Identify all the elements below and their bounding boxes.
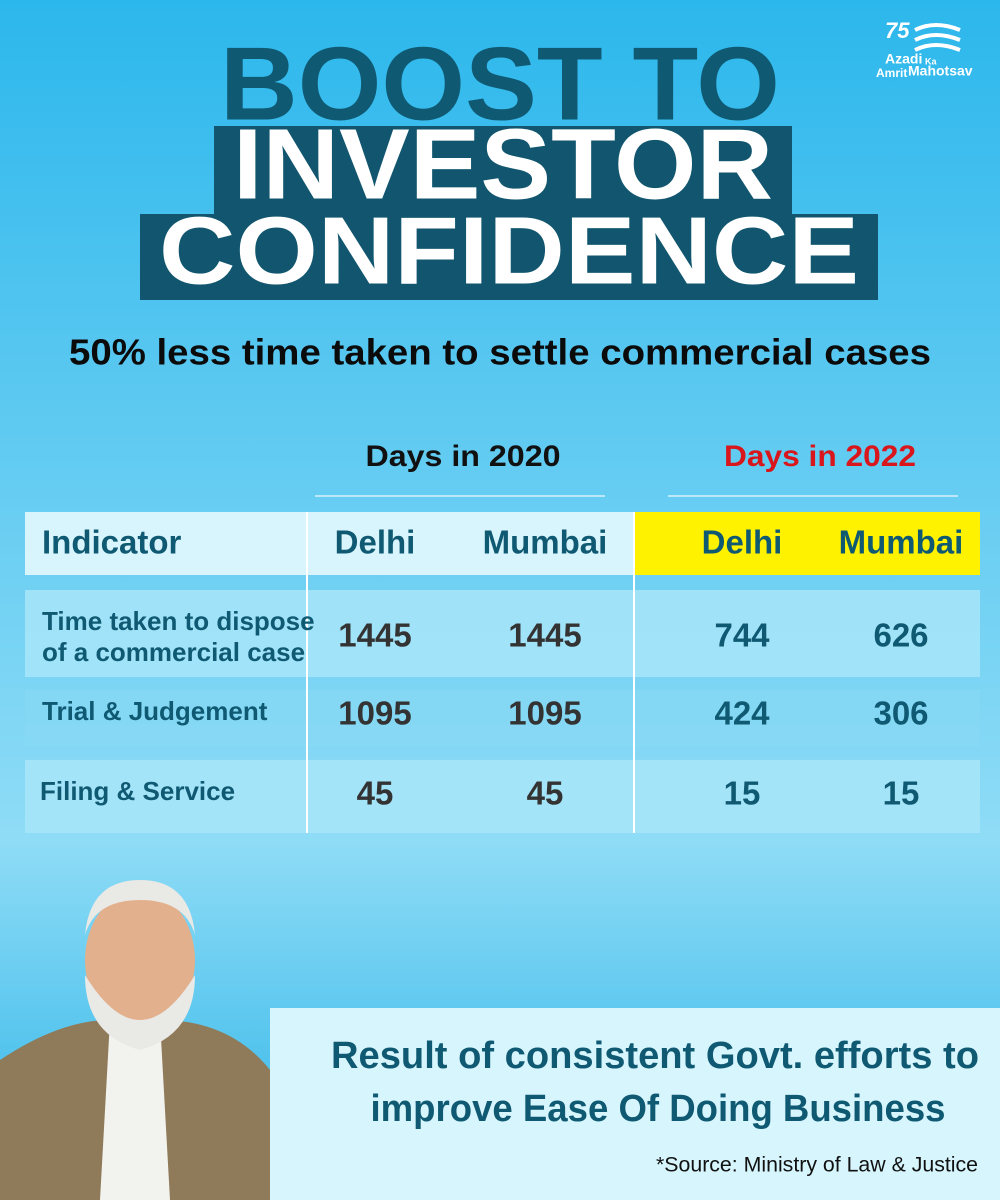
table-row bbox=[25, 690, 980, 746]
column-header: Mumbai bbox=[839, 524, 964, 561]
table: Indicator Delhi Mumbai Delhi Mumbai Time take… bbox=[40, 524, 963, 812]
cell-value: 1095 bbox=[338, 695, 411, 732]
cell-value: 744 bbox=[714, 617, 770, 654]
row-label: Time taken to dispose bbox=[42, 606, 315, 636]
column-header: Indicator bbox=[42, 524, 182, 561]
cell-value: 15 bbox=[724, 775, 761, 812]
cell-value: 424 bbox=[714, 695, 770, 732]
source-note: *Source: Ministry of Law & Justice bbox=[656, 1154, 978, 1177]
subtitle: 50% less time taken to settle commercial… bbox=[69, 332, 931, 373]
title-line: BOOST TO bbox=[220, 26, 780, 142]
cell-value: 1445 bbox=[508, 617, 581, 654]
cell-value: 626 bbox=[873, 617, 928, 654]
portrait bbox=[0, 880, 270, 1200]
footer-message: Result of consistent Govt. efforts to bbox=[331, 1035, 979, 1077]
row-label: Filing & Service bbox=[40, 776, 235, 806]
header-row-highlight bbox=[635, 512, 980, 575]
group-header: Days in 2022 bbox=[724, 440, 916, 473]
logo-number: 75 bbox=[885, 18, 910, 43]
cell-value: 45 bbox=[357, 775, 394, 812]
portrait-shirt bbox=[100, 1020, 170, 1200]
column-header: Delhi bbox=[335, 524, 416, 561]
group-header: Days in 2020 bbox=[366, 440, 561, 473]
portrait-beard bbox=[85, 975, 195, 1050]
table-row bbox=[25, 590, 980, 677]
row-label: of a commercial case bbox=[42, 637, 305, 667]
portrait-hair bbox=[85, 880, 195, 935]
cell-value: 1445 bbox=[338, 617, 411, 654]
footer-message: improve Ease Of Doing Business bbox=[371, 1088, 946, 1130]
cell-value: 15 bbox=[883, 775, 920, 812]
logo-text: Amrit bbox=[876, 66, 907, 80]
title-box bbox=[140, 214, 878, 300]
title-line: INVESTOR bbox=[233, 108, 773, 220]
logo-waves bbox=[914, 23, 961, 52]
column-header: Delhi bbox=[702, 524, 783, 561]
header-row bbox=[25, 512, 635, 575]
table-row bbox=[25, 760, 980, 833]
logo-text: Azadi bbox=[885, 51, 922, 67]
cell-value: 1095 bbox=[508, 695, 581, 732]
title-line: CONFIDENCE bbox=[159, 197, 859, 304]
title-box bbox=[214, 126, 792, 216]
logo-text: Ka bbox=[925, 56, 937, 66]
row-label: Trial & Judgement bbox=[42, 696, 268, 726]
footer-panel bbox=[270, 1008, 1000, 1200]
column-header: Mumbai bbox=[483, 524, 608, 561]
portrait-face bbox=[85, 890, 195, 1030]
cell-value: 306 bbox=[873, 695, 928, 732]
cell-value: 45 bbox=[527, 775, 564, 812]
logo-text: Mahotsav bbox=[908, 63, 973, 79]
